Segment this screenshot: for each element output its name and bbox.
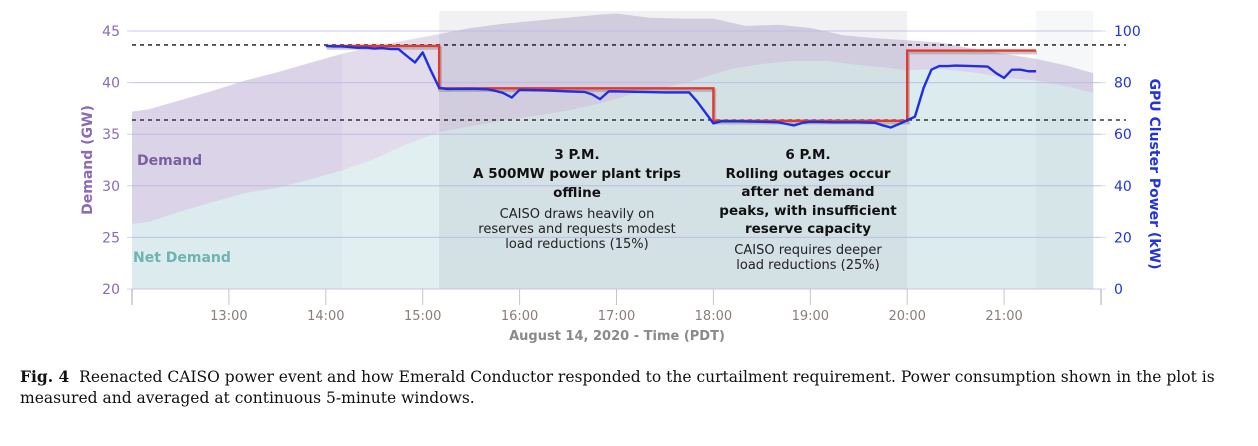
axes: 13:00 14:00 15:00 16:00 17:00 18:00 19:00 20:00…: [102, 24, 1141, 324]
annotation-line: 6 P.M.: [785, 147, 831, 163]
right-axis-label: GPU Cluster Power (kW): [1146, 79, 1162, 270]
annotation-line: reserve capacity: [744, 221, 872, 237]
shaded-region: [713, 11, 908, 289]
left-tick-label: 25: [102, 230, 120, 246]
x-tick-label: 15:00: [404, 309, 441, 324]
annotation-line: offline: [553, 185, 601, 201]
left-tick-label: 40: [102, 76, 120, 92]
shaded-region: [439, 11, 714, 289]
net-demand-area: [132, 60, 1094, 289]
right-tick-label: 20: [1114, 230, 1132, 246]
x-tick-label: 20:00: [888, 309, 925, 324]
left-tick-label: 45: [102, 24, 120, 40]
left-tick-label: 30: [102, 179, 120, 195]
left-tick-label: 35: [102, 127, 120, 143]
left-axis-label: Demand (GW): [80, 105, 96, 215]
x-tick-label: 18:00: [695, 309, 732, 324]
power-cap-line: [325, 44, 1037, 122]
x-tick-label: 21:00: [985, 309, 1022, 324]
annotation-3pm: 3 P.M. A 500MW power plant trips offline…: [442, 146, 712, 252]
right-tick-label: 80: [1114, 76, 1132, 92]
annotation-6pm-title: 6 P.M. Rolling outages occur after net d…: [708, 146, 908, 239]
annotation-line: peaks, with insufficient: [719, 202, 897, 219]
x-tick-label: 16:00: [501, 309, 538, 324]
x-tick-label: 14:00: [307, 309, 344, 324]
chart: 13:00 14:00 15:00 16:00 17:00 18:00 19:00 20:00…: [80, 11, 1162, 344]
x-tick-label: 19:00: [792, 309, 829, 324]
reference-lines: [132, 44, 1126, 121]
series-lines: [325, 44, 1038, 129]
annotation-line: A 500MW power plant trips: [473, 166, 681, 182]
shaded-region: [342, 11, 440, 289]
figure-caption-text: Reenacted CAISO power event and how Emer…: [20, 368, 1215, 407]
annotation-line: reserves and requests modest: [478, 222, 676, 237]
right-tick-label: 100: [1114, 24, 1141, 40]
figure-label: Fig. 4: [20, 367, 70, 386]
right-tick-label: 40: [1114, 179, 1132, 195]
right-tick-label: 60: [1114, 127, 1132, 143]
annotation-6pm: 6 P.M. Rolling outages occur after net d…: [708, 146, 908, 273]
x-tick-label: 17:00: [598, 309, 635, 324]
right-tick-label: 0: [1114, 282, 1123, 298]
annotation-line: CAISO requires deeper: [734, 242, 882, 258]
x-tick-label: 13:00: [210, 309, 247, 324]
demand-area-label: Demand: [137, 153, 202, 169]
net-demand-area-label: Net Demand: [133, 250, 231, 266]
annotation-line: load reductions (15%): [505, 237, 649, 252]
annotation-line: load reductions (25%): [736, 257, 880, 273]
annotation-line: CAISO draws heavily on: [499, 207, 655, 222]
figure-caption: Fig. 4 Reenacted CAISO power event and h…: [20, 366, 1240, 409]
x-axis-label: August 14, 2020 - Time (PDT): [509, 329, 725, 344]
annotation-6pm-description: CAISO requires deeper load reductions (2…: [708, 243, 908, 273]
annotation-line: after net demand: [741, 184, 875, 200]
annotation-3pm-title: 3 P.M. A 500MW power plant trips offline: [442, 146, 712, 203]
annotation-3pm-description: CAISO draws heavily on reserves and requ…: [442, 207, 712, 252]
left-tick-label: 20: [102, 282, 120, 298]
shaded-region: [1036, 11, 1094, 289]
annotation-line: Rolling outages occur: [725, 165, 891, 182]
annotation-line: 3 P.M.: [554, 147, 600, 163]
gpu-power-line: [325, 44, 1037, 129]
